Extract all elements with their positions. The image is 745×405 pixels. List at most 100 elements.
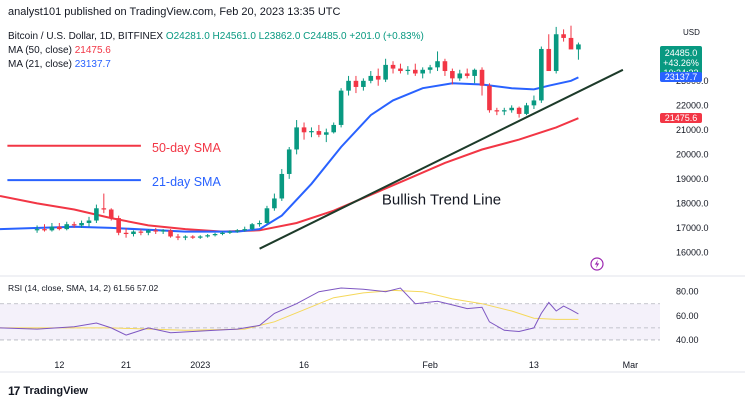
candle-body xyxy=(160,230,166,232)
candle-body xyxy=(235,230,240,232)
price-tick-label: 17000.0 xyxy=(676,223,709,233)
candle-body xyxy=(531,100,537,106)
candle-body xyxy=(242,229,248,231)
candle-body xyxy=(338,90,344,125)
rsi-ma-line xyxy=(0,289,579,331)
candle-body xyxy=(390,64,396,69)
candle-body xyxy=(138,231,144,233)
candle-body xyxy=(64,224,70,230)
candle-body xyxy=(86,220,92,223)
time-tick-label: 21 xyxy=(121,360,131,370)
candle-body xyxy=(368,75,374,81)
rsi-legend: RSI (14, close, SMA, 14, 2) 61.56 57.02 xyxy=(8,283,159,293)
candle-body xyxy=(346,80,351,91)
candle-body xyxy=(398,68,403,72)
bullish-trend-line xyxy=(259,68,624,250)
candle-body xyxy=(464,73,470,76)
rsi-line xyxy=(0,287,579,336)
candle-body xyxy=(539,48,544,101)
candle-body xyxy=(405,69,411,72)
candle-body xyxy=(316,131,322,135)
candle-body xyxy=(101,208,107,210)
candle-body xyxy=(227,231,233,233)
candle-body xyxy=(57,226,62,230)
ma21-line xyxy=(0,76,579,233)
tradingview-mark-icon: 17 xyxy=(8,384,20,398)
candle-body xyxy=(264,208,270,223)
candle-body xyxy=(249,224,255,230)
time-tick-label: Feb xyxy=(422,360,438,370)
tradingview-lightning-icon[interactable] xyxy=(590,257,604,276)
tradingview-logo[interactable]: 17 TradingView xyxy=(8,384,88,398)
candle-body xyxy=(427,67,433,70)
price-tick-label: 22000.0 xyxy=(676,100,709,110)
trend-line-annotation: Bullish Trend Line xyxy=(382,192,501,209)
candle-body xyxy=(501,110,507,112)
candle-body xyxy=(183,236,188,238)
currency-label: USD xyxy=(683,28,700,37)
price-tick-label: 21000.0 xyxy=(676,125,709,135)
candle-body xyxy=(131,231,136,235)
legend-ma21-value: 23137.7 xyxy=(74,59,111,70)
candle-body xyxy=(331,124,337,133)
candle-body xyxy=(175,236,181,238)
candle-body xyxy=(309,131,314,133)
candle-body xyxy=(487,85,492,111)
time-tick-label: 16 xyxy=(299,360,309,370)
candle-body xyxy=(383,64,388,80)
candle-body xyxy=(168,230,173,237)
time-tick-label: 2023 xyxy=(190,360,210,370)
candle-body xyxy=(190,236,196,238)
legend-ohlc: O24281.0 H24561.0 L23862.0 C24485.0 +201… xyxy=(165,31,424,42)
price-tick-label: 19000.0 xyxy=(676,174,709,184)
candle-body xyxy=(353,80,359,87)
candle-body xyxy=(412,69,418,74)
last-price-change: +43.26% xyxy=(663,58,699,68)
candle-body xyxy=(450,71,455,79)
price-tick-label: 16000.0 xyxy=(676,247,709,257)
ma50-price-badge: 21475.6 xyxy=(660,113,702,124)
candle-body xyxy=(153,230,159,232)
price-tick-label: 18000.0 xyxy=(676,198,709,208)
publisher-header: analyst101 published on TradingView.com,… xyxy=(8,6,341,18)
candle-body xyxy=(42,229,47,231)
candle-body xyxy=(220,232,225,235)
candle-body xyxy=(279,173,285,199)
candle-body xyxy=(294,127,299,150)
legend-ma21-label: MA (21, close) xyxy=(8,59,72,70)
candle-body xyxy=(94,208,99,221)
candle-body xyxy=(286,149,292,174)
candle-body xyxy=(71,224,77,226)
candle-body xyxy=(361,80,366,87)
candle-body xyxy=(442,61,448,72)
candle-body xyxy=(49,226,55,231)
time-tick-label: Mar xyxy=(623,360,639,370)
chart-legend: Bitcoin / U.S. Dollar, 1D, BITFINEX O242… xyxy=(8,30,424,72)
candle-body xyxy=(524,105,529,114)
candle-body xyxy=(479,69,485,86)
candle-body xyxy=(435,61,440,68)
candle-body xyxy=(568,37,574,50)
candle-body xyxy=(509,107,514,111)
sma21-annotation: 21-day SMA xyxy=(152,175,221,189)
time-tick-label: 12 xyxy=(54,360,64,370)
rsi-tick-label: 60.00 xyxy=(676,311,699,321)
candle-body xyxy=(494,110,500,112)
legend-ma50-label: MA (50, close) xyxy=(8,45,72,56)
candle-body xyxy=(123,232,129,235)
sma50-annotation: 50-day SMA xyxy=(152,141,221,155)
ma50-line xyxy=(0,117,579,233)
candle-body xyxy=(257,222,262,225)
candle-body xyxy=(576,44,581,50)
candle-body xyxy=(323,132,329,135)
candle-body xyxy=(116,218,121,233)
candle-body xyxy=(272,198,277,209)
ma21-price-badge: 23137.7 xyxy=(660,72,702,83)
candle-body xyxy=(457,73,463,79)
candle-body xyxy=(197,236,203,238)
legend-ma21-row: MA (21, close) 23137.7 xyxy=(8,58,424,72)
candle-body xyxy=(79,222,84,226)
legend-ma50-row: MA (50, close) 21475.6 xyxy=(8,44,424,58)
candle-body xyxy=(212,234,218,236)
